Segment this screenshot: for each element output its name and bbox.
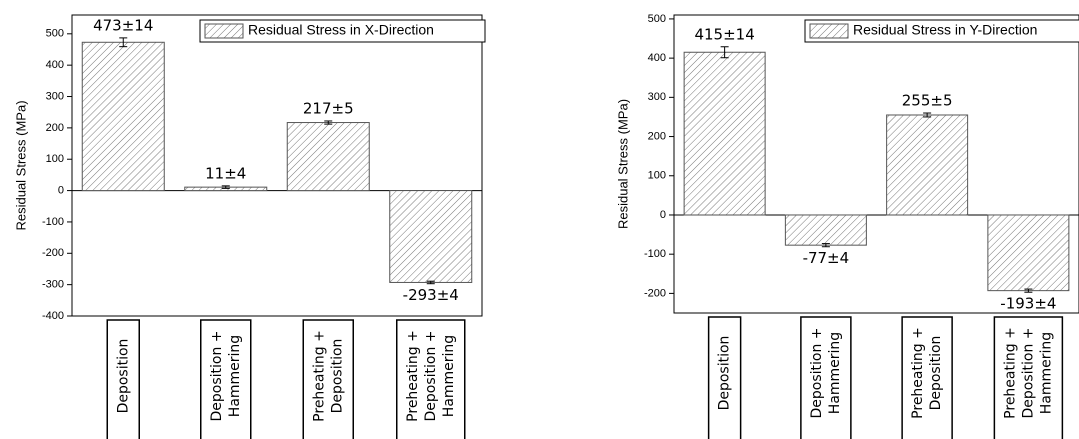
y-axis-label: Residual Stress (MPa) bbox=[615, 99, 630, 229]
y-tick-label: -200 bbox=[42, 247, 64, 259]
value-label: 217±5 bbox=[303, 99, 354, 117]
category-box bbox=[901, 316, 953, 439]
y-tick-label: 200 bbox=[648, 130, 666, 142]
y-axis-label: Residual Stress (MPa) bbox=[13, 100, 28, 230]
legend-box bbox=[199, 19, 486, 43]
x-tick-label: Deposition bbox=[928, 336, 944, 411]
y-tick-label: -100 bbox=[42, 216, 64, 228]
category-box bbox=[200, 319, 252, 439]
bar bbox=[286, 122, 370, 192]
x-tick-label: Preheating + bbox=[910, 327, 926, 419]
y-tick-label: -400 bbox=[42, 310, 64, 322]
x-tick-label: Deposition + bbox=[209, 330, 225, 421]
y-tick-label: 0 bbox=[58, 184, 64, 196]
legend-label: Residual Stress in Y-Direction bbox=[853, 22, 1037, 38]
bar bbox=[81, 41, 165, 192]
y-tick-label: 500 bbox=[648, 13, 666, 25]
y-tick-label: 0 bbox=[660, 209, 666, 221]
bar bbox=[683, 51, 766, 216]
value-label: 415±14 bbox=[694, 25, 754, 43]
y-tick-label: 500 bbox=[46, 28, 64, 40]
y-tick-label: 100 bbox=[648, 170, 666, 182]
x-tick-label: Deposition bbox=[115, 339, 131, 414]
y-tick-label: 300 bbox=[46, 90, 64, 102]
value-label: -293±4 bbox=[403, 286, 459, 304]
category-box bbox=[993, 316, 1064, 439]
plot-frame bbox=[71, 14, 483, 317]
y-tick-label: 400 bbox=[46, 59, 64, 71]
value-label: 473±14 bbox=[93, 16, 153, 34]
x-tick-label: Hammering bbox=[441, 335, 457, 417]
category-box bbox=[106, 319, 140, 439]
plot-frame bbox=[673, 14, 1079, 314]
bar bbox=[389, 190, 473, 283]
x-tick-label: Preheating + bbox=[1002, 327, 1018, 419]
x-tick-label: Deposition + bbox=[809, 327, 825, 418]
bar bbox=[987, 214, 1070, 292]
value-label: 11±4 bbox=[205, 164, 246, 182]
y-tick-label: -200 bbox=[644, 287, 666, 299]
category-box bbox=[707, 316, 742, 439]
y-tick-label: -300 bbox=[42, 279, 64, 291]
y-tick-label: 400 bbox=[648, 52, 666, 64]
y-tick-label: 100 bbox=[46, 153, 64, 165]
x-tick-label: Deposition bbox=[717, 336, 733, 411]
x-tick-label: Deposition + bbox=[423, 330, 439, 421]
legend-swatch bbox=[809, 23, 849, 39]
category-box bbox=[800, 316, 852, 439]
x-tick-label: Deposition bbox=[329, 339, 345, 414]
bar bbox=[784, 214, 867, 246]
category-box bbox=[396, 319, 466, 439]
x-tick-label: Hammering bbox=[827, 332, 843, 414]
value-label: -193±4 bbox=[1000, 295, 1056, 313]
x-tick-label: Deposition + bbox=[1020, 327, 1036, 418]
legend-box bbox=[804, 19, 1079, 43]
x-tick-label: Hammering bbox=[1038, 332, 1054, 414]
x-tick-label: Preheating + bbox=[311, 330, 327, 422]
category-box bbox=[302, 319, 354, 439]
x-tick-label: Hammering bbox=[227, 335, 243, 417]
legend-label: Residual Stress in X-Direction bbox=[248, 22, 434, 38]
y-tick-label: 200 bbox=[46, 122, 64, 134]
value-label: -77±4 bbox=[803, 249, 850, 267]
y-tick-label: 300 bbox=[648, 91, 666, 103]
legend-swatch bbox=[204, 23, 244, 39]
bar bbox=[886, 114, 969, 216]
y-tick-label: -100 bbox=[644, 248, 666, 260]
value-label: 255±5 bbox=[902, 92, 953, 110]
x-tick-label: Preheating + bbox=[405, 330, 421, 422]
